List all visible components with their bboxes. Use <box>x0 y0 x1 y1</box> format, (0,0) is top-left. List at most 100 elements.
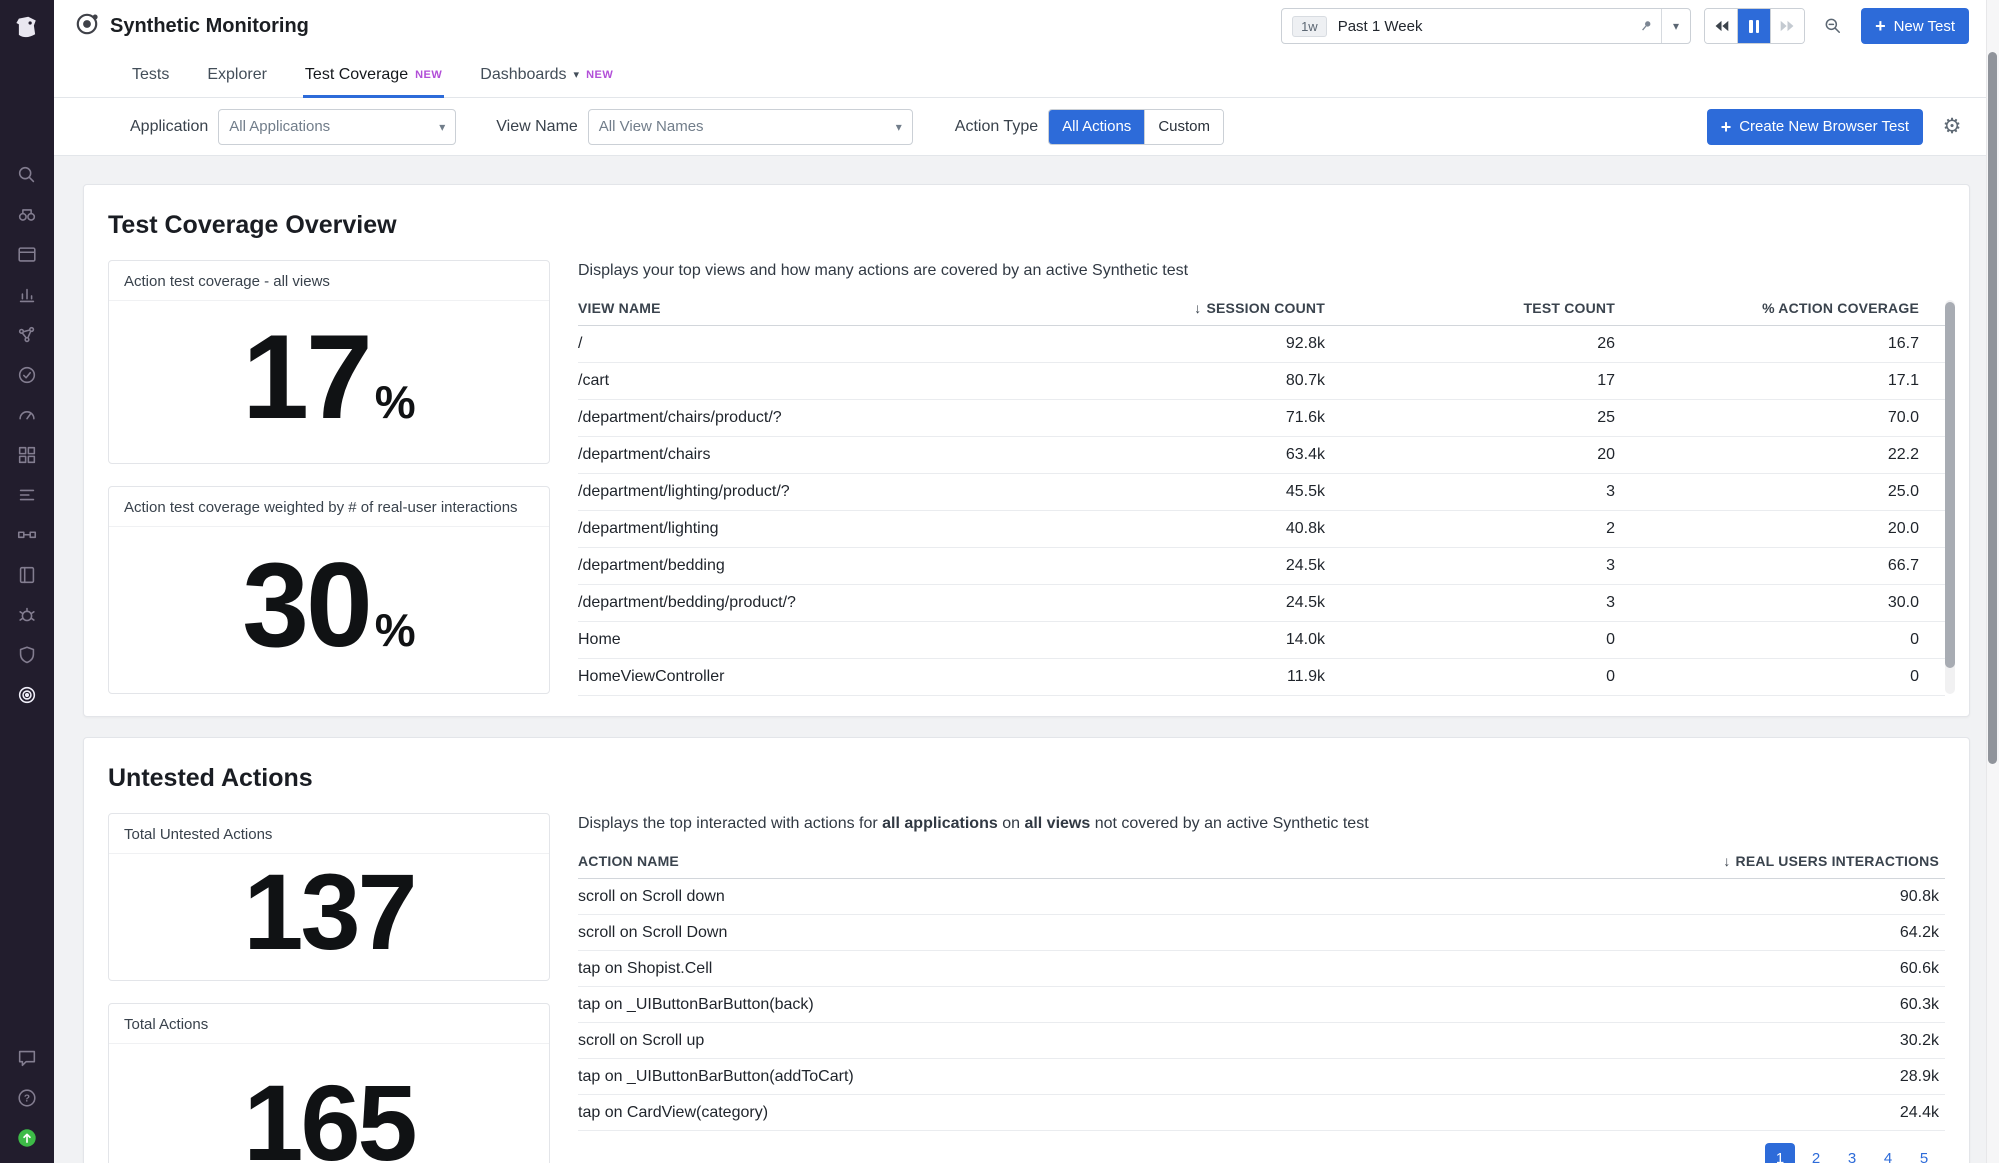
status-icon[interactable] <box>16 1127 38 1149</box>
tab-test-coverage[interactable]: Test CoverageNEW <box>303 52 444 97</box>
coverage-card-title: Test Coverage Overview <box>108 211 1945 240</box>
action-type-label: Action Type <box>955 118 1038 136</box>
cell-tests: 2 <box>1325 511 1615 548</box>
cell-sessions: 71.6k <box>1025 400 1325 437</box>
fast-forward-button[interactable] <box>1771 9 1804 43</box>
table-row[interactable]: /department/chairs/product/?71.6k2570.0 <box>578 400 1945 437</box>
security-icon[interactable] <box>16 644 38 666</box>
watchdog-icon[interactable] <box>16 204 38 226</box>
pagination-page-2[interactable]: 2 <box>1801 1143 1831 1163</box>
cell-action: tap on _UIButtonBarButton(addToCart) <box>578 1059 1525 1095</box>
table-row[interactable]: /department/lighting/product/?45.5k325.0 <box>578 474 1945 511</box>
search-icon[interactable] <box>16 164 38 186</box>
cell-interactions: 64.2k <box>1525 915 1945 951</box>
create-browser-test-button[interactable]: + Create New Browser Test <box>1707 109 1923 145</box>
table-row[interactable]: /92.8k2616.7 <box>578 326 1945 363</box>
rewind-button[interactable] <box>1705 9 1738 43</box>
table-row[interactable]: /cart80.7k1717.1 <box>578 363 1945 400</box>
tab-bar: Tests Explorer Test CoverageNEW Dashboards▾… <box>54 52 1999 98</box>
table-row[interactable]: tap on _UIButtonBarButton(addToCart)28.9… <box>578 1059 1945 1095</box>
pin-icon[interactable] <box>1631 18 1661 34</box>
chevron-down-icon[interactable]: ▾ <box>1662 19 1690 33</box>
notebooks-icon[interactable] <box>16 564 38 586</box>
cell-sessions: 80.7k <box>1025 363 1325 400</box>
column-header[interactable]: ↓SESSION COUNT <box>1025 294 1325 326</box>
column-header[interactable]: ACTION NAME <box>578 847 1525 879</box>
application-select[interactable]: All Applications ▾ <box>218 109 456 145</box>
table-row[interactable]: scroll on Scroll Down64.2k <box>578 915 1945 951</box>
error-tracking-icon[interactable] <box>16 604 38 626</box>
scrollbar-thumb[interactable] <box>1945 302 1955 668</box>
zoom-out-icon[interactable] <box>1818 9 1848 43</box>
view-name-select-value: All View Names <box>599 118 704 135</box>
action-type-all-actions[interactable]: All Actions <box>1049 110 1145 144</box>
application-select-value: All Applications <box>229 118 330 135</box>
column-header[interactable]: ↓REAL USERS INTERACTIONS <box>1525 847 1945 879</box>
apm-icon[interactable] <box>16 404 38 426</box>
view-name-select[interactable]: All View Names ▾ <box>588 109 913 145</box>
coverage-table-area: Displays your top views and how many act… <box>578 260 1945 696</box>
pagination-page-5[interactable]: 5 <box>1909 1143 1939 1163</box>
integrations-icon[interactable] <box>16 444 38 466</box>
table-scrollbar[interactable] <box>1945 300 1955 694</box>
chevron-down-icon: ▾ <box>439 120 445 134</box>
table-row[interactable]: scroll on Scroll up30.2k <box>578 1023 1945 1059</box>
tab-tests[interactable]: Tests <box>130 52 171 97</box>
stat-unit: % <box>375 375 416 429</box>
chat-icon[interactable] <box>16 1047 38 1069</box>
time-range-picker[interactable]: 1w Past 1 Week ▾ <box>1281 8 1691 44</box>
dashboards-icon[interactable] <box>16 244 38 266</box>
action-coverage-stat-card: Action test coverage - all views 17 % <box>108 260 550 464</box>
column-header[interactable]: TEST COUNT <box>1325 294 1615 326</box>
help-icon[interactable]: ? <box>16 1087 38 1109</box>
logs-icon[interactable] <box>16 484 38 506</box>
cell-interactions: 90.8k <box>1525 879 1945 915</box>
stat-value: 17 <box>242 317 369 437</box>
cell-sessions: 14.0k <box>1025 622 1325 659</box>
table-row[interactable]: scroll on Scroll down90.8k <box>578 879 1945 915</box>
metrics-icon[interactable] <box>16 284 38 306</box>
table-row[interactable]: /department/chairs63.4k2022.2 <box>578 437 1945 474</box>
table-row[interactable]: /department/lighting40.8k220.0 <box>578 511 1945 548</box>
page-scrollbar[interactable] <box>1986 0 1999 1163</box>
pagination-page-1[interactable]: 1 <box>1765 1143 1795 1163</box>
cell-sessions: 40.8k <box>1025 511 1325 548</box>
plus-icon: + <box>1721 118 1732 136</box>
column-header[interactable]: % ACTION COVERAGE <box>1615 294 1945 326</box>
pagination-page-3[interactable]: 3 <box>1837 1143 1867 1163</box>
tab-label: Explorer <box>207 66 267 84</box>
new-test-button[interactable]: + New Test <box>1861 8 1969 44</box>
table-row[interactable]: Home14.0k00 <box>578 622 1945 659</box>
cell-coverage: 16.7 <box>1615 326 1945 363</box>
table-row[interactable]: HomeViewController11.9k00 <box>578 659 1945 696</box>
table-row[interactable]: tap on _UIButtonBarButton(back)60.3k <box>578 987 1945 1023</box>
column-header[interactable]: VIEW NAME <box>578 294 1025 326</box>
page-scrollbar-thumb[interactable] <box>1988 52 1997 764</box>
topbar: Synthetic Monitoring 1w Past 1 Week ▾ <box>54 0 1999 52</box>
monitors-icon[interactable] <box>16 364 38 386</box>
synthetics-icon[interactable] <box>16 684 38 706</box>
cell-action: tap on CardView(category) <box>578 1095 1525 1131</box>
cell-action: tap on Shopist.Cell <box>578 951 1525 987</box>
cell-interactions: 60.6k <box>1525 951 1945 987</box>
cell-view: / <box>578 326 1025 363</box>
pause-button[interactable] <box>1738 9 1771 43</box>
cell-view: /cart <box>578 363 1025 400</box>
tab-label: Tests <box>132 66 169 84</box>
table-row[interactable]: /department/bedding24.5k366.7 <box>578 548 1945 585</box>
tab-dashboards[interactable]: Dashboards▾NEW <box>478 52 615 97</box>
table-row[interactable]: /department/bedding/product/?24.5k330.0 <box>578 585 1945 622</box>
table-row[interactable]: tap on CardView(category)24.4k <box>578 1095 1945 1131</box>
table-row[interactable]: tap on Shopist.Cell60.6k <box>578 951 1945 987</box>
cell-sessions: 63.4k <box>1025 437 1325 474</box>
events-icon[interactable] <box>16 324 38 346</box>
pagination-page-4[interactable]: 4 <box>1873 1143 1903 1163</box>
main-area: Synthetic Monitoring 1w Past 1 Week ▾ <box>54 0 1999 1163</box>
datadog-logo[interactable] <box>9 10 45 46</box>
cell-tests: 3 <box>1325 474 1615 511</box>
action-type-custom[interactable]: Custom <box>1145 110 1223 144</box>
ci-cd-icon[interactable] <box>16 524 38 546</box>
tab-explorer[interactable]: Explorer <box>205 52 269 97</box>
plus-icon: + <box>1875 17 1886 35</box>
gear-icon[interactable]: ⚙ <box>1935 109 1969 145</box>
